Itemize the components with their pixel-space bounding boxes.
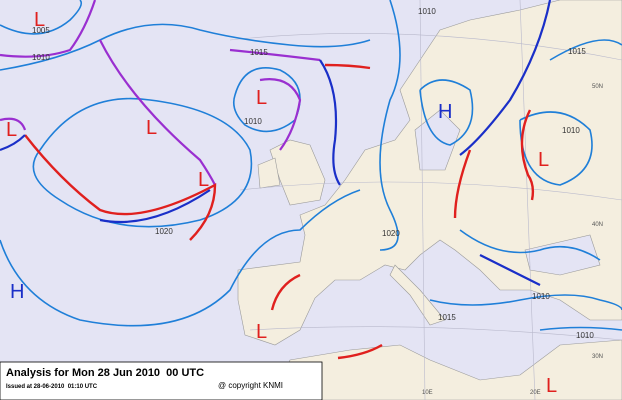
grid-label: 50N (592, 84, 603, 90)
isobar-label: 1020 (155, 227, 173, 236)
parallel (239, 181, 622, 201)
isobar (32, 97, 253, 228)
isobar (0, 0, 83, 35)
black-sea (524, 234, 601, 276)
isobar (429, 294, 622, 311)
warm-front (24, 134, 217, 241)
warm-front (520, 109, 535, 201)
cold-front (479, 254, 541, 286)
isobar-label: 1015 (568, 47, 586, 56)
pressure-center: H (438, 101, 452, 123)
isobar (519, 111, 593, 186)
caption-copyright: @ copyright KNMI (218, 381, 283, 390)
isobar-label: 1020 (382, 229, 400, 238)
warm-front (270, 273, 301, 311)
pressure-center: L (6, 119, 17, 141)
isobar-label: 1015 (438, 313, 456, 322)
pressure-center: L (256, 87, 267, 109)
grid-label: 30N (592, 354, 603, 360)
cold-front (459, 0, 552, 156)
pressure-center: L (198, 169, 209, 191)
isobar (419, 79, 474, 146)
cold-front (0, 134, 26, 152)
isobars (0, 0, 622, 331)
inland-seas (414, 109, 601, 276)
caption-issued: Issued at 28-06-2010 01:10 UTC (6, 384, 98, 390)
land (237, 0, 622, 400)
warm-front (324, 63, 371, 70)
pressure-center: L (34, 9, 45, 31)
isobar-label: 1015 (250, 48, 268, 57)
isobar (0, 189, 361, 327)
ireland (257, 157, 281, 189)
warm-front (337, 343, 383, 360)
labels: 1005 1010 1010 1015 1010 1020 1015 1010 1020 1010… (6, 7, 603, 397)
fronts (0, 0, 552, 360)
isobar (549, 39, 622, 61)
isobar-label: 1010 (244, 117, 262, 126)
meridian (419, 0, 426, 400)
pressure-center: L (538, 149, 549, 171)
parallel (249, 326, 622, 341)
baltic-sea (414, 109, 461, 171)
isobar-label: 1010 (418, 7, 436, 16)
italy (389, 264, 446, 326)
occluded-front (99, 39, 216, 186)
caption-title: Analysis for Mon 28 Jun 2010 00 UTC (6, 367, 204, 379)
isobar-label: 1010 (32, 53, 50, 62)
isobar (0, 23, 371, 71)
isobar-label: 1010 (562, 126, 580, 135)
occluded-front (0, 0, 97, 58)
pressure-center: L (256, 321, 267, 343)
cold-front (99, 189, 211, 224)
warm-front (453, 149, 472, 219)
grid-label: 20E (530, 390, 541, 396)
pressure-center: L (546, 375, 557, 397)
isobar (459, 229, 601, 261)
isobar-label: 1005 (32, 26, 50, 35)
caption-box (0, 361, 323, 400)
great-britain (269, 139, 326, 206)
grid-label: 10E (422, 390, 433, 396)
isobar-label: 1010 (576, 331, 594, 340)
isobar-label: 1010 (532, 292, 550, 301)
cold-front (319, 59, 341, 186)
meridian (519, 0, 536, 400)
occluded-front (0, 117, 27, 131)
occluded-front (229, 48, 321, 151)
isobar (379, 0, 401, 251)
pressure-center: L (146, 117, 157, 139)
pressure-center: H (10, 281, 24, 303)
europe (237, 0, 622, 346)
graticule (229, 0, 622, 400)
isobar (539, 326, 622, 331)
grid-label: 40N (592, 222, 603, 228)
